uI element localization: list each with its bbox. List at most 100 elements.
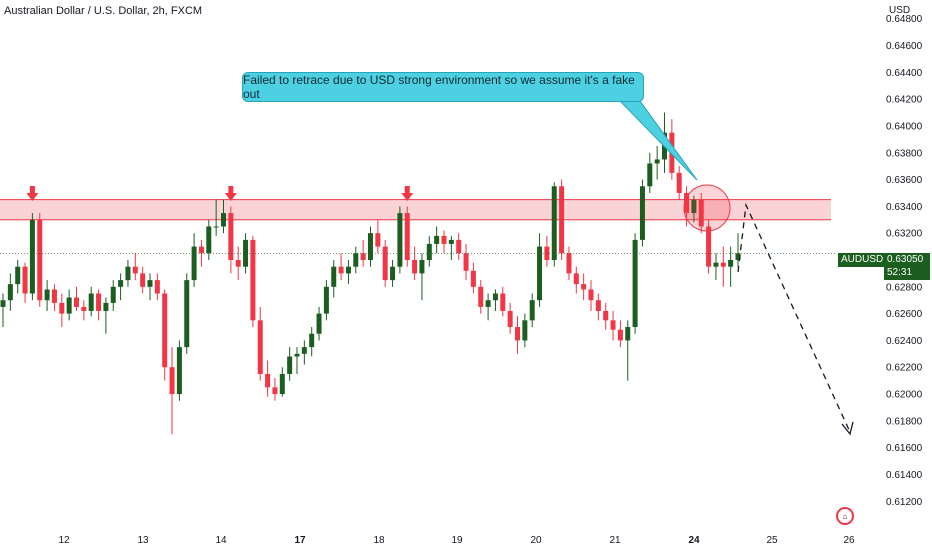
- candle-body: [184, 280, 190, 348]
- candle-body: [221, 213, 226, 227]
- candle-body: [448, 239, 454, 244]
- candle: [448, 235, 454, 260]
- candle: [294, 347, 300, 374]
- candle: [0, 293, 6, 328]
- price-tick-label: 0.64600: [886, 41, 923, 52]
- candle-body: [176, 347, 182, 395]
- candle-body: [647, 163, 653, 187]
- candle-body: [706, 226, 712, 267]
- arrow-head: [401, 193, 414, 201]
- candle: [522, 313, 528, 348]
- candle-body: [595, 300, 601, 311]
- time-tick-label: 17: [294, 535, 306, 546]
- candle-body: [22, 266, 28, 294]
- candle-body: [551, 186, 557, 260]
- candle-body: [96, 293, 102, 311]
- time-tick-label: 18: [373, 535, 385, 546]
- candle: [154, 273, 160, 301]
- candle-body: [51, 289, 57, 303]
- candle: [625, 320, 631, 381]
- candle: [720, 246, 726, 287]
- candle: [147, 273, 153, 301]
- candle-body: [0, 300, 6, 307]
- candle: [184, 273, 190, 354]
- candle: [463, 243, 469, 281]
- candle: [529, 293, 535, 328]
- candle: [441, 230, 447, 254]
- candle-body: [441, 235, 447, 244]
- candle-body: [213, 226, 219, 228]
- time-tick-label: 14: [215, 535, 227, 546]
- candle: [382, 239, 388, 287]
- annotation-callout: Failed to retrace due to USD strong envi…: [242, 72, 644, 102]
- candle-layer: [0, 112, 741, 435]
- candle: [632, 233, 638, 334]
- candle: [559, 179, 565, 260]
- candle: [603, 302, 609, 330]
- price-tick-label: 0.64000: [886, 121, 923, 132]
- candle: [213, 199, 219, 236]
- candle-body: [426, 243, 432, 260]
- candle: [74, 286, 79, 311]
- price-tick-label: 0.62600: [886, 309, 923, 320]
- candle: [515, 316, 520, 354]
- candle-body: [287, 356, 293, 374]
- candle-body: [412, 260, 418, 274]
- candle-body: [140, 273, 146, 287]
- candle-body: [257, 320, 263, 374]
- candle-body: [88, 293, 94, 311]
- candle: [470, 262, 476, 294]
- candle: [125, 260, 131, 287]
- candle-body: [7, 284, 13, 301]
- time-tick-label: 21: [609, 535, 621, 546]
- candle: [59, 293, 65, 328]
- candle-body: [470, 270, 476, 287]
- candle-body: [573, 273, 579, 285]
- candle-body: [331, 266, 337, 287]
- candle: [581, 273, 587, 301]
- candle-body: [37, 219, 43, 301]
- fakeout-circle: [683, 184, 731, 232]
- price-axis-currency: USD: [889, 5, 911, 16]
- resistance-zone: [0, 199, 831, 220]
- candle-body: [132, 266, 138, 274]
- candle: [478, 280, 484, 314]
- candle-body: [720, 262, 726, 267]
- price-tick-label: 0.61400: [886, 470, 923, 481]
- candle: [588, 280, 594, 311]
- candle: [81, 300, 87, 321]
- candle: [713, 253, 719, 281]
- candle: [338, 253, 344, 281]
- candle-body: [522, 320, 528, 341]
- candle: [22, 262, 28, 303]
- candle-body: [691, 199, 697, 214]
- candle: [735, 233, 741, 267]
- candle: [617, 320, 623, 348]
- candle: [706, 219, 712, 274]
- candle: [191, 233, 197, 287]
- candle-body: [676, 172, 682, 193]
- candle: [176, 340, 182, 401]
- candle: [257, 306, 263, 381]
- candle-body: [478, 286, 484, 307]
- candle-body: [492, 293, 498, 301]
- price-tick-label: 0.63200: [886, 229, 923, 240]
- candle: [456, 233, 462, 260]
- candle: [7, 273, 13, 311]
- candle-body: [559, 186, 565, 254]
- candle-body: [29, 219, 35, 294]
- candle: [412, 246, 418, 281]
- candle-body: [125, 266, 131, 281]
- price-tick-label: 0.63400: [886, 202, 923, 213]
- candle-body: [323, 286, 329, 314]
- candle-body: [15, 266, 21, 285]
- resistance-touch-arrow-icon: [26, 186, 39, 201]
- candle-body: [338, 266, 344, 274]
- resistance-touch-arrow-icon: [224, 186, 237, 201]
- candle: [507, 302, 513, 334]
- candle-body: [529, 300, 535, 321]
- candle-body: [250, 239, 256, 321]
- tradingview-logo-icon[interactable]: ⌂: [836, 507, 854, 525]
- price-tick-label: 0.62200: [886, 363, 923, 374]
- price-tick-label: 0.61200: [886, 497, 923, 508]
